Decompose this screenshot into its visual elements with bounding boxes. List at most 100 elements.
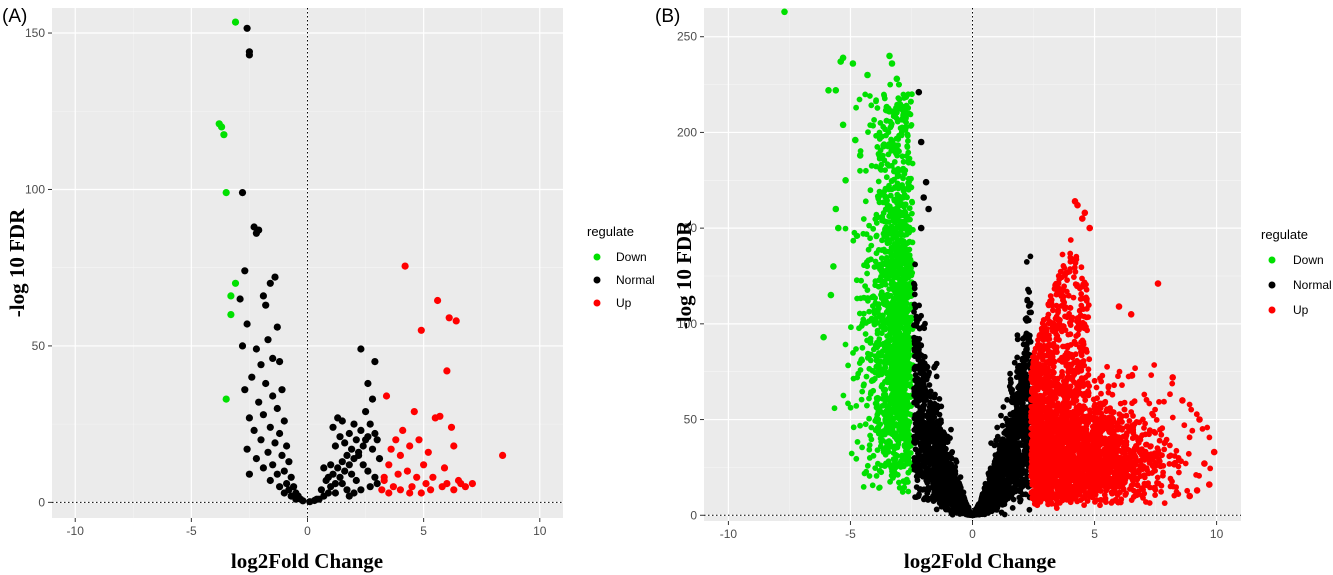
panel-a-point-normal (373, 480, 381, 488)
panel-b-up-point (1126, 418, 1133, 424)
panel-b-normal-point (948, 426, 954, 433)
panel-b-down-point (874, 401, 880, 408)
panel-b-down-point (900, 435, 906, 442)
panel-b-down-point (859, 444, 865, 451)
panel-b-down-point (901, 257, 908, 264)
panel-b-down-point (886, 461, 892, 468)
panel-a-point-normal (375, 455, 384, 463)
panel-b-normal-point (1025, 337, 1032, 344)
panel-b-down-point (866, 473, 873, 479)
panel-b-down-point (896, 311, 903, 317)
panel-b-normal-point (929, 460, 936, 466)
panel-a-point-normal (243, 24, 251, 32)
panel-b-down-point (853, 233, 860, 240)
panel-a-point-up (417, 326, 425, 334)
panel-a-point-up (413, 473, 421, 481)
panel-b-down-point (899, 423, 906, 430)
panel-b-down-point (866, 446, 873, 453)
panel-b-down-point (887, 124, 894, 131)
panel-b-down-point (867, 235, 873, 242)
panel-b-down-point (871, 264, 878, 270)
panel-b-normal-point (1016, 407, 1022, 414)
panel-b-down-point (873, 395, 880, 402)
panel-a-point-up (424, 448, 432, 456)
panel-a-point-up (427, 486, 435, 494)
panel-b-down-point (873, 233, 880, 240)
panel-b-down-point (906, 431, 913, 438)
panel-a-y-tick-label: 50 (32, 339, 46, 353)
panel-a-point-normal (345, 429, 353, 438)
panel-b-normal-point (1014, 336, 1021, 343)
panel-a-series-normal (236, 24, 384, 506)
panel-b-down-point (842, 341, 849, 348)
panel-b-down-point (889, 267, 896, 274)
panel-b-normal-point (940, 471, 946, 478)
panel-b-down-point (892, 247, 899, 254)
panel-a-point-normal (341, 467, 349, 475)
panel-a-point-normal (278, 451, 286, 459)
panel-b-down-point (907, 381, 913, 388)
panel-b-down-point (866, 222, 872, 229)
panel-a-point-normal (313, 495, 321, 503)
panel-b-down-point (866, 308, 873, 315)
panel-b-down-point (905, 105, 912, 111)
panel-b-normal-point (1023, 259, 1030, 265)
panel-b-normal-point (948, 474, 955, 481)
panel-b-down-point (869, 294, 875, 301)
panel-a-point-down (231, 279, 240, 287)
panel-b-down-point (909, 160, 916, 167)
panel-b-down-point (882, 386, 889, 393)
panel-a-point-normal (343, 451, 351, 459)
panel-b-down-point (902, 110, 909, 116)
panel-b-normal-point (1007, 472, 1014, 478)
panel-b-down-point (893, 142, 899, 149)
panel-a-point-normal (273, 323, 281, 331)
panel-b-normal-point (934, 472, 941, 478)
panel-a-legend-key-normal (593, 276, 601, 284)
panel-a-point-normal (245, 51, 253, 59)
panel-b-down-point (904, 403, 911, 410)
panel-b-down-point (840, 392, 847, 399)
panel-b-down-point (903, 476, 910, 483)
panel-b-normal-point (991, 468, 998, 475)
panel-b-down-point (872, 417, 879, 424)
panel-b-down-point (857, 295, 864, 302)
panel-a-point-up (406, 489, 414, 497)
panel-b-normal-point (929, 484, 935, 491)
panel-a-point-up (380, 476, 388, 485)
panel-a-point-normal (364, 467, 372, 475)
panel-a-point-normal (280, 417, 288, 425)
panel-b-down-point (900, 91, 907, 98)
panel-a-point-normal (357, 426, 365, 434)
panel-b-normal-point (927, 448, 934, 455)
panel-b-normal-point (1024, 345, 1030, 352)
panel-b-down-point (883, 408, 890, 414)
panel-b-down-point (899, 356, 906, 362)
panel-b-up-point (1151, 362, 1158, 368)
panel-b-down-point (895, 81, 902, 88)
panel-a-point-up (468, 480, 476, 488)
panel-b-down-point (897, 319, 904, 325)
panel-b-down-point (888, 309, 895, 315)
panel-b-normal-point (937, 434, 944, 441)
panel-b-down-point (893, 461, 900, 468)
panel-b-down-point (888, 178, 895, 184)
panel-b-down-point (900, 175, 906, 182)
panel-a-point-normal (373, 436, 381, 444)
panel-b-down-point (881, 218, 888, 225)
panel-a-point-normal (334, 414, 342, 422)
panel-b-normal-point (1007, 411, 1014, 418)
panel-b-down-point (873, 250, 880, 257)
panel-b-down-point (906, 367, 912, 374)
panel-b-normal-point (914, 402, 920, 409)
panel-b-down-point (880, 320, 887, 327)
panel-b-down-point (842, 225, 849, 232)
panel-a-point-normal (243, 445, 251, 453)
panel-b-up-point (1176, 469, 1182, 476)
panel-b-down-point (881, 188, 888, 195)
panel-b-normal-point (997, 497, 1004, 504)
panel-a-point-normal (276, 483, 284, 491)
panel-b-down-point (896, 484, 903, 491)
panel-b-down-point (900, 414, 906, 421)
